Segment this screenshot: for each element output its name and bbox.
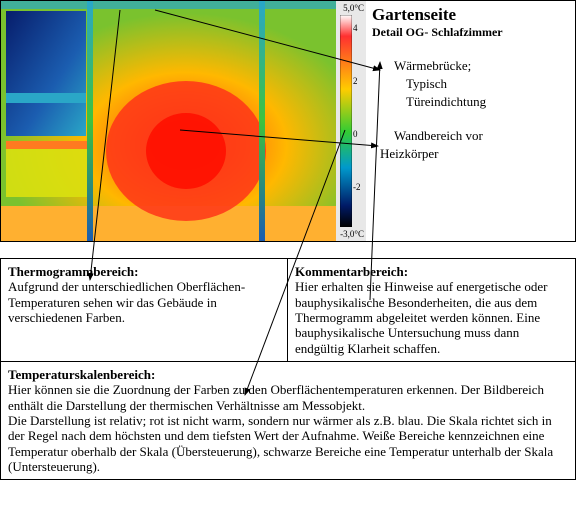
scale-bottom-label: -3,0°C (340, 229, 364, 239)
scale-tick: 0 (353, 129, 358, 139)
scale-top-label: 5,0°C (343, 3, 364, 13)
thermal-svg (1, 1, 336, 241)
page-subtitle: Detail OG- Schlafzimmer (372, 25, 569, 40)
temperaturskala-text: Hier können sie die Zuordnung der Farben… (8, 382, 553, 474)
annotation-waermebruecke-1: Wärmebrücke; (394, 58, 569, 74)
scale-gradient (340, 15, 352, 227)
scale-tick: 4 (353, 23, 358, 33)
mid-row: Thermogrammbereich: Aufgrund der untersc… (0, 258, 576, 362)
scale-tick: 2 (353, 76, 358, 86)
annotation-wandbereich-1: Wandbereich vor (394, 128, 569, 144)
scale-tick: -2 (353, 182, 361, 192)
thermal-image (1, 1, 336, 241)
annotation-wandbereich-2: Heizkörper (380, 146, 569, 162)
page-title: Gartenseite (372, 5, 569, 25)
kommentar-text: Hier erhalten sie Hinweise auf energetis… (295, 279, 547, 355)
temperaturskala-heading: Temperaturskalenbereich: (8, 367, 155, 382)
right-panel: Gartenseite Detail OG- Schlafzimmer Wärm… (366, 1, 575, 241)
color-scale: 5,0°C 4 2 0 -2 -3,0°C (336, 1, 366, 241)
kommentar-heading: Kommentarbereich: (295, 264, 408, 279)
temperaturskala-box: Temperaturskalenbereich: Hier können sie… (0, 362, 576, 480)
thermogramm-box: Thermogrammbereich: Aufgrund der untersc… (0, 258, 288, 362)
thermogramm-heading: Thermogrammbereich: (8, 264, 138, 279)
kommentar-box: Kommentarbereich: Hier erhalten sie Hinw… (288, 258, 576, 362)
annotation-waermebruecke-3: Türeindichtung (406, 94, 569, 110)
annotation-waermebruecke-2: Typisch (406, 76, 569, 92)
top-row: 5,0°C 4 2 0 -2 -3,0°C Gartenseite Detail OG… (0, 0, 576, 242)
thermogramm-text: Aufgrund der unterschiedlichen Oberfläch… (8, 279, 245, 325)
